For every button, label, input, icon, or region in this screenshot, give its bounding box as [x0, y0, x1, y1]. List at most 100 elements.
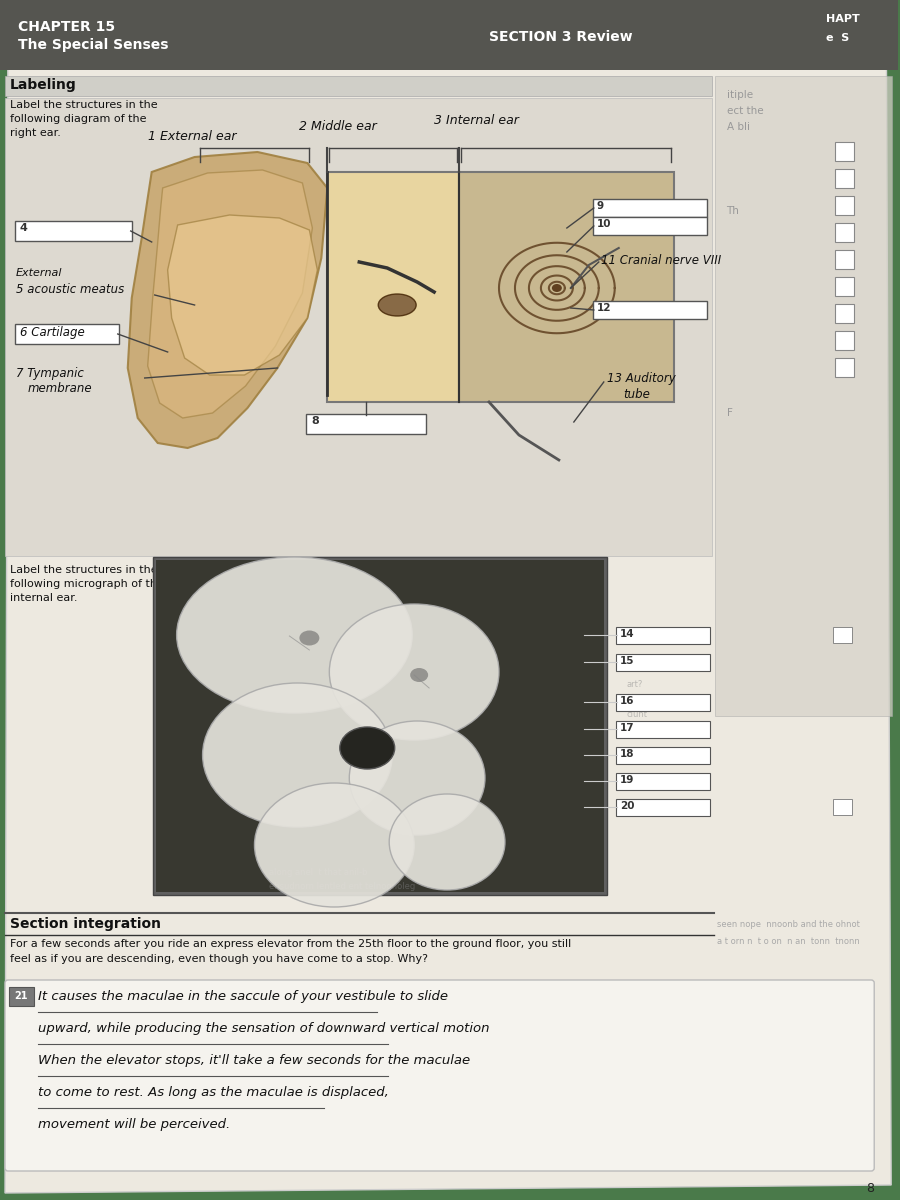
- FancyBboxPatch shape: [616, 799, 709, 816]
- Text: upward, while producing the sensation of downward vertical motion: upward, while producing the sensation of…: [38, 1022, 490, 1034]
- Polygon shape: [167, 215, 318, 374]
- Ellipse shape: [329, 604, 499, 740]
- Ellipse shape: [389, 794, 505, 890]
- Polygon shape: [128, 152, 328, 448]
- Text: 11 Cranial nerve VIII: 11 Cranial nerve VIII: [601, 254, 721, 266]
- FancyBboxPatch shape: [835, 331, 854, 350]
- Ellipse shape: [349, 721, 485, 835]
- Ellipse shape: [255, 782, 414, 907]
- Text: 3 Internal ear: 3 Internal ear: [434, 114, 519, 127]
- Text: It causes the maculae in the saccule of your vestibule to slide: It causes the maculae in the saccule of …: [38, 990, 448, 1003]
- FancyBboxPatch shape: [835, 358, 854, 377]
- Text: When the elevator stops, it'll take a few seconds for the maculae: When the elevator stops, it'll take a fe…: [38, 1054, 470, 1067]
- Text: Section integration: Section integration: [10, 917, 161, 931]
- Text: F: F: [726, 408, 733, 418]
- FancyBboxPatch shape: [835, 169, 854, 188]
- FancyBboxPatch shape: [5, 98, 712, 556]
- Text: SECTION 3 Review: SECTION 3 Review: [489, 30, 633, 44]
- Text: Labeling: Labeling: [10, 78, 76, 92]
- FancyBboxPatch shape: [715, 76, 892, 716]
- Text: 17: 17: [620, 722, 634, 733]
- Text: 12: 12: [597, 302, 611, 313]
- Text: CHAPTER 15: CHAPTER 15: [18, 20, 115, 34]
- Text: 1 External ear: 1 External ear: [148, 130, 236, 143]
- Ellipse shape: [552, 284, 562, 292]
- Text: membrane: membrane: [28, 382, 93, 395]
- Text: e  S: e S: [826, 32, 850, 43]
- FancyBboxPatch shape: [593, 217, 706, 235]
- FancyBboxPatch shape: [835, 304, 854, 323]
- Polygon shape: [0, 1170, 898, 1200]
- FancyBboxPatch shape: [835, 277, 854, 296]
- Text: along anel  t that anil-b: along anel t that anil-b: [269, 868, 368, 877]
- FancyBboxPatch shape: [156, 560, 604, 892]
- FancyBboxPatch shape: [833, 799, 852, 815]
- FancyBboxPatch shape: [835, 223, 854, 242]
- FancyBboxPatch shape: [9, 986, 34, 1006]
- FancyBboxPatch shape: [616, 654, 709, 671]
- Text: 14: 14: [620, 629, 634, 638]
- FancyBboxPatch shape: [459, 172, 673, 402]
- Text: 6 Cartilage: 6 Cartilage: [20, 326, 85, 338]
- Text: Label the structures in the
following micrograph of the
internal ear.: Label the structures in the following mi…: [10, 565, 164, 602]
- Text: HAPT: HAPT: [826, 14, 860, 24]
- FancyBboxPatch shape: [5, 980, 874, 1171]
- Text: For a few seconds after you ride an express elevator from the 25th floor to the : For a few seconds after you ride an expr…: [10, 938, 572, 964]
- Text: 15: 15: [620, 656, 634, 666]
- Text: 5 acoustic meatus: 5 acoustic meatus: [16, 283, 124, 296]
- Ellipse shape: [340, 727, 395, 769]
- Text: 7 Tympanic: 7 Tympanic: [16, 367, 84, 380]
- Text: 4: 4: [20, 223, 28, 233]
- Text: ehsudnorn lentled ent telnognoleg: ehsudnorn lentled ent telnognoleg: [269, 882, 416, 890]
- Text: 13 Auditory: 13 Auditory: [607, 372, 676, 385]
- FancyBboxPatch shape: [328, 172, 459, 402]
- FancyBboxPatch shape: [835, 142, 854, 161]
- FancyBboxPatch shape: [5, 76, 712, 96]
- Ellipse shape: [410, 668, 428, 682]
- FancyBboxPatch shape: [616, 773, 709, 790]
- FancyBboxPatch shape: [0, 0, 898, 70]
- Text: 2 Middle ear: 2 Middle ear: [300, 120, 377, 133]
- Text: The Special Senses: The Special Senses: [18, 38, 168, 52]
- Text: itiple: itiple: [726, 90, 752, 100]
- FancyBboxPatch shape: [593, 301, 706, 319]
- Text: to come to rest. As long as the maculae is displaced,: to come to rest. As long as the maculae …: [38, 1086, 389, 1099]
- Text: movement will be perceived.: movement will be perceived.: [38, 1118, 230, 1130]
- Ellipse shape: [202, 683, 392, 827]
- FancyBboxPatch shape: [616, 694, 709, 710]
- Text: 8: 8: [311, 416, 320, 426]
- Text: ect the: ect the: [726, 106, 763, 116]
- Text: 10: 10: [597, 218, 611, 229]
- Text: tube: tube: [624, 388, 651, 401]
- FancyBboxPatch shape: [616, 746, 709, 764]
- Polygon shape: [148, 170, 312, 418]
- Text: 19: 19: [620, 775, 634, 785]
- Text: 21: 21: [14, 991, 28, 1001]
- Text: clunt: clunt: [626, 710, 648, 719]
- Text: art?: art?: [626, 680, 644, 689]
- Text: A bli: A bli: [726, 122, 750, 132]
- Text: External: External: [16, 268, 62, 278]
- FancyBboxPatch shape: [616, 626, 709, 644]
- Text: 18: 18: [620, 749, 634, 758]
- Text: Th: Th: [726, 206, 740, 216]
- Text: Label the structures in the
following diagram of the
right ear.: Label the structures in the following di…: [10, 100, 158, 138]
- FancyBboxPatch shape: [15, 324, 119, 344]
- FancyBboxPatch shape: [153, 557, 607, 895]
- Ellipse shape: [378, 294, 416, 316]
- Text: 9: 9: [597, 200, 604, 211]
- Polygon shape: [5, 0, 891, 1193]
- FancyBboxPatch shape: [833, 626, 852, 643]
- Ellipse shape: [176, 557, 412, 713]
- Text: a t orn n  t o on  n an  tonn  tnonn: a t orn n t o on n an tonn tnonn: [716, 937, 860, 946]
- FancyBboxPatch shape: [593, 199, 706, 217]
- Text: 16: 16: [620, 696, 634, 706]
- FancyBboxPatch shape: [835, 196, 854, 215]
- Text: 8: 8: [866, 1182, 874, 1194]
- Ellipse shape: [300, 630, 319, 646]
- FancyBboxPatch shape: [306, 414, 426, 434]
- FancyBboxPatch shape: [616, 721, 709, 738]
- FancyBboxPatch shape: [15, 221, 131, 241]
- Text: 20: 20: [620, 802, 634, 811]
- Text: seen nope  nnoonb and the ohnot: seen nope nnoonb and the ohnot: [716, 920, 860, 929]
